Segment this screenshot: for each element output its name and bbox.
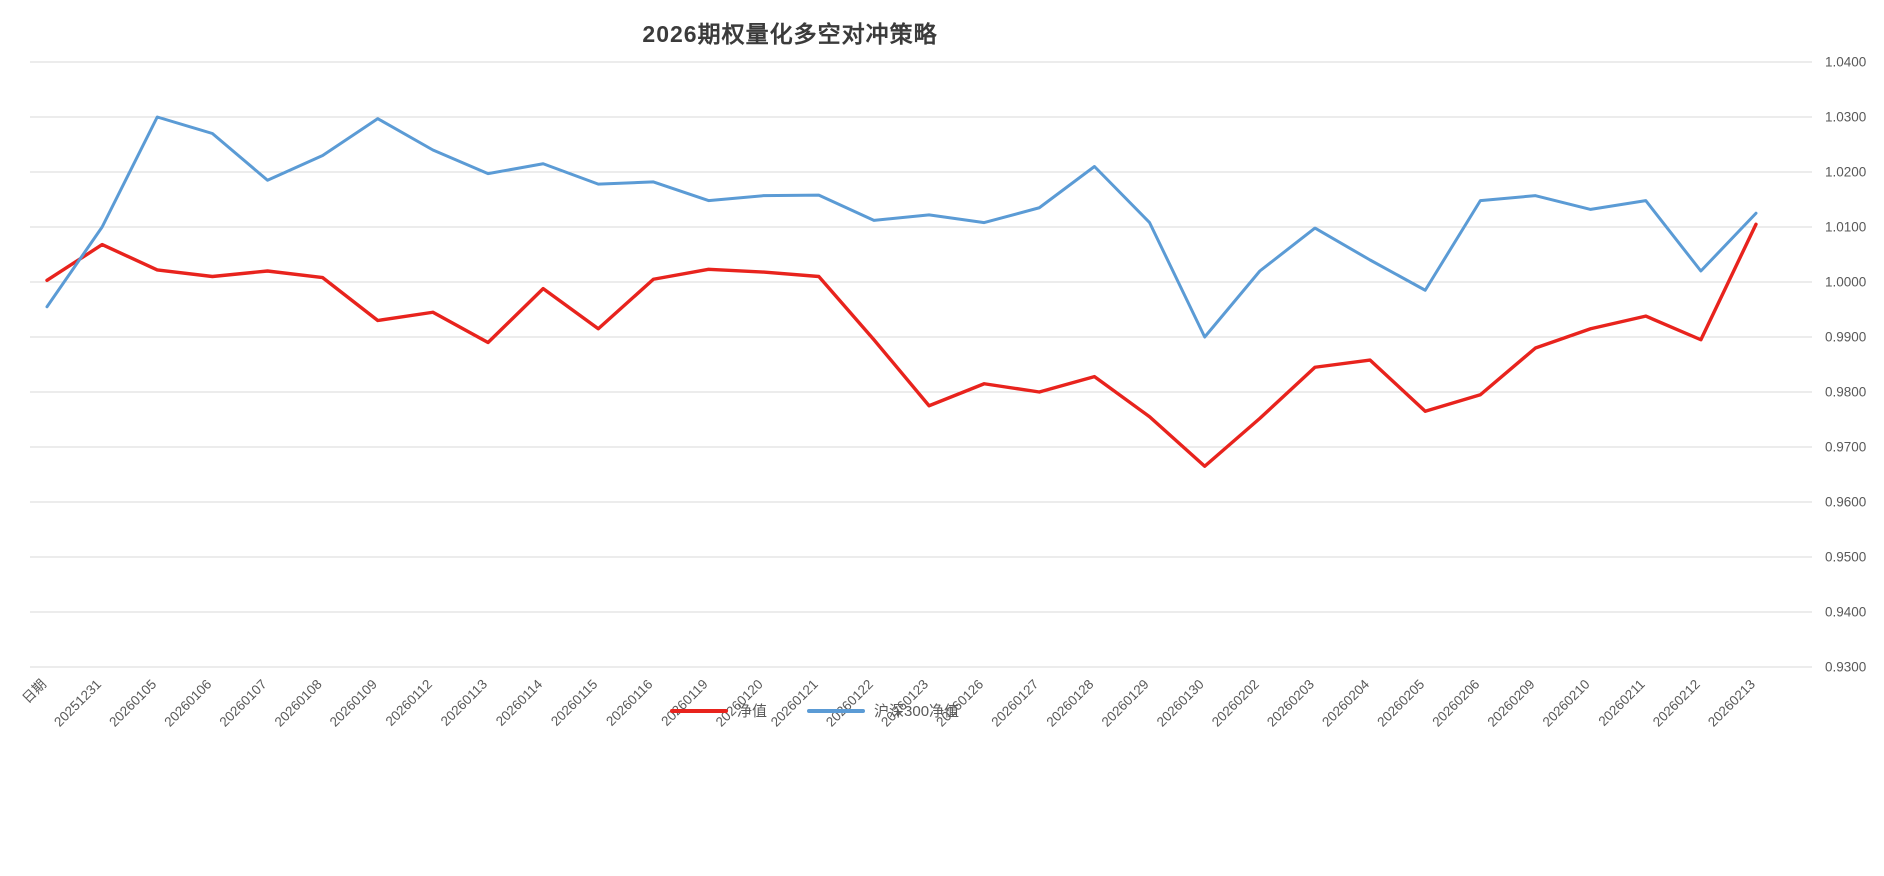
x-axis-tick-label: 20260205 — [1374, 677, 1427, 730]
x-axis-tick-label: 20260203 — [1264, 677, 1317, 730]
x-axis-tick-label: 20260211 — [1595, 677, 1647, 729]
chart-title: 2026期权量化多空对冲策略 — [642, 21, 938, 47]
y-axis-tick-label: 1.0000 — [1825, 275, 1866, 290]
x-axis-tick-label: 20260112 — [383, 677, 435, 729]
x-axis-tick-label: 20260114 — [493, 676, 546, 729]
x-axis-tick-label: 20260204 — [1319, 676, 1372, 729]
y-axis-tick-label: 1.0300 — [1825, 110, 1866, 125]
legend-label-net-value: 净值 — [737, 703, 768, 720]
x-axis-tick-label: 20260206 — [1429, 677, 1482, 730]
y-axis-tick-label: 0.9800 — [1825, 385, 1866, 400]
x-axis-tick-label: 20260130 — [1154, 677, 1207, 730]
x-axis-tick-label: 20260129 — [1099, 677, 1152, 730]
legend-item-hs300-net-value[interactable]: 沪深300净值 — [807, 700, 959, 721]
series-line-hs300 — [45, 115, 1758, 339]
x-axis-tick-label: 20260105 — [106, 677, 159, 730]
x-axis-tick-label: 20260210 — [1540, 677, 1593, 730]
x-axis-tick-label: 20260116 — [603, 677, 655, 729]
legend-label-hs300: 沪深300净值 — [874, 703, 960, 720]
x-axis-tick-label: 20260127 — [988, 677, 1041, 730]
x-axis-tick-label: 日期 — [19, 677, 49, 707]
x-axis-tick-label: 20260109 — [327, 677, 380, 730]
y-axis-tick-label: 0.9900 — [1825, 330, 1866, 345]
series-line-net-value — [45, 222, 1758, 468]
x-axis-tick-label: 20260209 — [1485, 677, 1538, 730]
x-axis-tick-label: 20260108 — [272, 677, 325, 730]
y-axis-tick-label: 1.0400 — [1825, 55, 1866, 70]
legend-item-net-value[interactable]: 净值 — [670, 700, 767, 721]
y-axis-tick-label: 0.9500 — [1825, 550, 1866, 565]
x-axis-tick-label: 20260213 — [1705, 677, 1758, 730]
net-value-line-swatch-icon — [670, 708, 728, 713]
y-axis-tick-label: 0.9400 — [1825, 605, 1866, 620]
y-axis-tick-label: 0.9700 — [1825, 440, 1866, 455]
y-axis-tick-label: 1.0100 — [1825, 220, 1866, 235]
x-axis-tick-label: 20260115 — [548, 677, 600, 729]
chart-legend: 净值 沪深300净值 — [670, 700, 959, 721]
y-axis-tick-label: 1.0200 — [1825, 165, 1866, 180]
y-axis-tick-label: 0.9600 — [1825, 495, 1866, 510]
x-axis-tick-label: 20260106 — [161, 677, 214, 730]
x-axis-tick-label: 20251231 — [51, 677, 104, 730]
hs300-line-swatch-icon — [807, 708, 866, 713]
x-axis-tick-label: 20260113 — [438, 677, 490, 729]
x-axis-tick-label: 20260202 — [1209, 677, 1262, 730]
y-axis-tick-label: 0.9300 — [1825, 660, 1866, 675]
x-axis-tick-label: 20260128 — [1043, 677, 1096, 730]
x-axis-tick-label: 20260212 — [1650, 677, 1703, 730]
x-axis-tick-label: 20260107 — [217, 677, 270, 730]
